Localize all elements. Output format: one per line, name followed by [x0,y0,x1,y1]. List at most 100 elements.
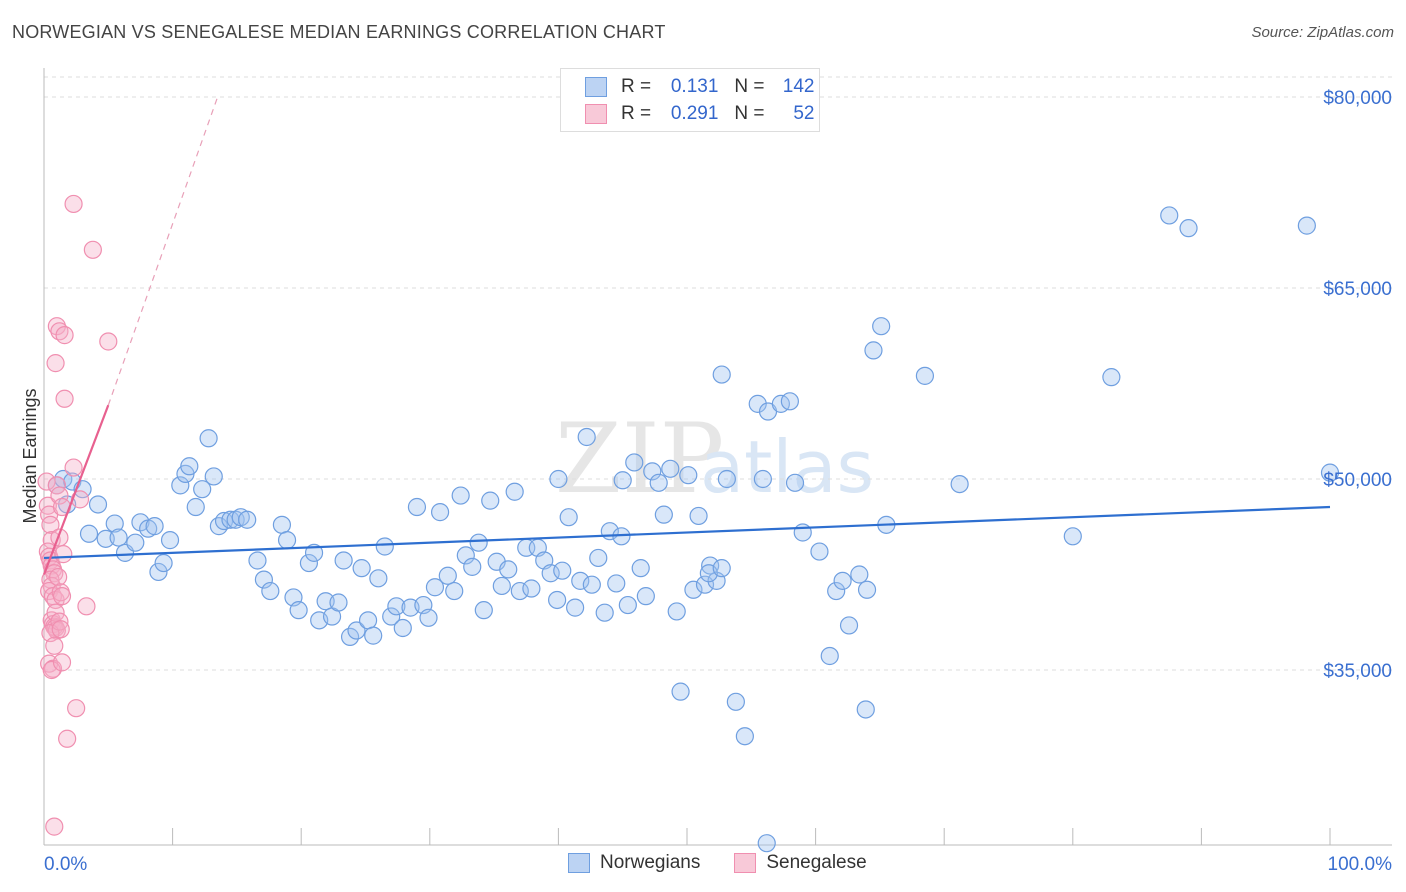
norwegians-point [608,575,625,592]
senegalese-point [100,333,117,350]
norwegians-point [951,476,968,493]
x-tick-label: 0.0% [44,854,87,875]
norwegians-point [187,499,204,516]
norwegians-point [446,583,463,600]
norwegians-point [279,532,296,549]
norwegians-point [916,367,933,384]
norwegians-point [736,728,753,745]
norwegians-point [626,454,643,471]
norwegians-point [567,599,584,616]
norwegians-point [500,561,517,578]
norwegians-point [549,591,566,608]
norwegians-point [787,474,804,491]
norwegians-point [668,603,685,620]
norwegians-point [146,518,163,535]
norwegians-point [262,583,279,600]
norwegians-point [408,499,425,516]
norwegians-point [464,558,481,575]
norwegians-point [420,609,437,626]
legend-r-value: 0.291 [656,103,718,125]
norwegians-point [619,597,636,614]
norwegians-point [493,577,510,594]
legend-label-senegalese: Senegalese [766,852,866,874]
senegalese-point [56,390,73,407]
norwegians-swatch [585,77,607,97]
norwegians-point [1298,217,1315,234]
senegalese-points [38,195,117,835]
norwegians-point [330,594,347,611]
norwegians-point [873,318,890,335]
y-tick-label: $35,000 [1323,661,1392,682]
norwegians-point [672,683,689,700]
norwegians-point [632,560,649,577]
senegalese-point [65,459,82,476]
norwegians-point [811,543,828,560]
norwegians-point [370,570,387,587]
norwegians-point [290,602,307,619]
legend-r-value: 0.131 [656,76,718,98]
norwegians-point [1161,207,1178,224]
norwegians-point [841,617,858,634]
norwegians-point [90,496,107,513]
legend-label-norwegians: Norwegians [600,852,700,874]
norwegians-point [452,487,469,504]
legend-item-senegalese[interactable]: Senegalese [734,852,866,874]
norwegians-point [857,701,874,718]
norwegians-point [506,483,523,500]
senegalese-swatch [585,104,607,124]
norwegians-point [758,835,775,852]
norwegians-point [162,532,179,549]
legend-item-norwegians[interactable]: Norwegians [568,852,700,874]
norwegians-point [578,428,595,445]
norwegians-point [865,342,882,359]
legend-r-label: R = [621,103,651,125]
norwegians-point [713,560,730,577]
norwegians-point [554,562,571,579]
norwegians-point [205,468,222,485]
senegalese-point [65,195,82,212]
norwegians-point [482,492,499,509]
norwegians-point [353,560,370,577]
norwegians-point [200,430,217,447]
y-tick-label: $65,000 [1323,279,1392,300]
senegalese-point [54,588,71,605]
norwegians-point [475,602,492,619]
norwegians-point [690,507,707,524]
senegalese-point [59,730,76,747]
senegalese-point [52,621,69,638]
watermark-atlas: atlas [700,425,874,509]
y-tick-label: $80,000 [1323,88,1392,109]
norwegians-point [1180,220,1197,237]
norwegians-point [432,504,449,521]
norwegians-point [155,555,172,572]
norwegians-point [637,588,654,605]
norwegians-point [650,474,667,491]
norwegians-point [596,604,613,621]
senegalese-point [68,700,85,717]
legend-n-value: 142 [765,76,815,98]
norwegians-point [81,525,98,542]
series-legend: Norwegians Senegalese [568,852,901,874]
norwegians-point [794,524,811,541]
senegalese-point [46,818,63,835]
norwegians-point [335,552,352,569]
norwegians-point [181,458,198,475]
senegalese-point [47,355,64,372]
norwegians-point [365,627,382,644]
y-tick-label: $50,000 [1323,470,1392,491]
norwegians-point [1103,369,1120,386]
norwegians-point [439,567,456,584]
norwegians-swatch [568,853,590,873]
norwegians-point [662,460,679,477]
y-axis-label: Median Earnings [20,388,40,523]
scatter-chart: ZIP atlas $35,000$50,000$65,000$80,0000.… [0,0,1406,892]
norwegians-point [1064,528,1081,545]
norwegians-point [394,619,411,636]
norwegians-point [754,471,771,488]
senegalese-point [50,569,67,586]
norwegians-point [590,549,607,566]
norwegians-point [239,511,256,528]
norwegians-point [718,471,735,488]
norwegians-point [560,509,577,526]
norwegians-point [655,506,672,523]
